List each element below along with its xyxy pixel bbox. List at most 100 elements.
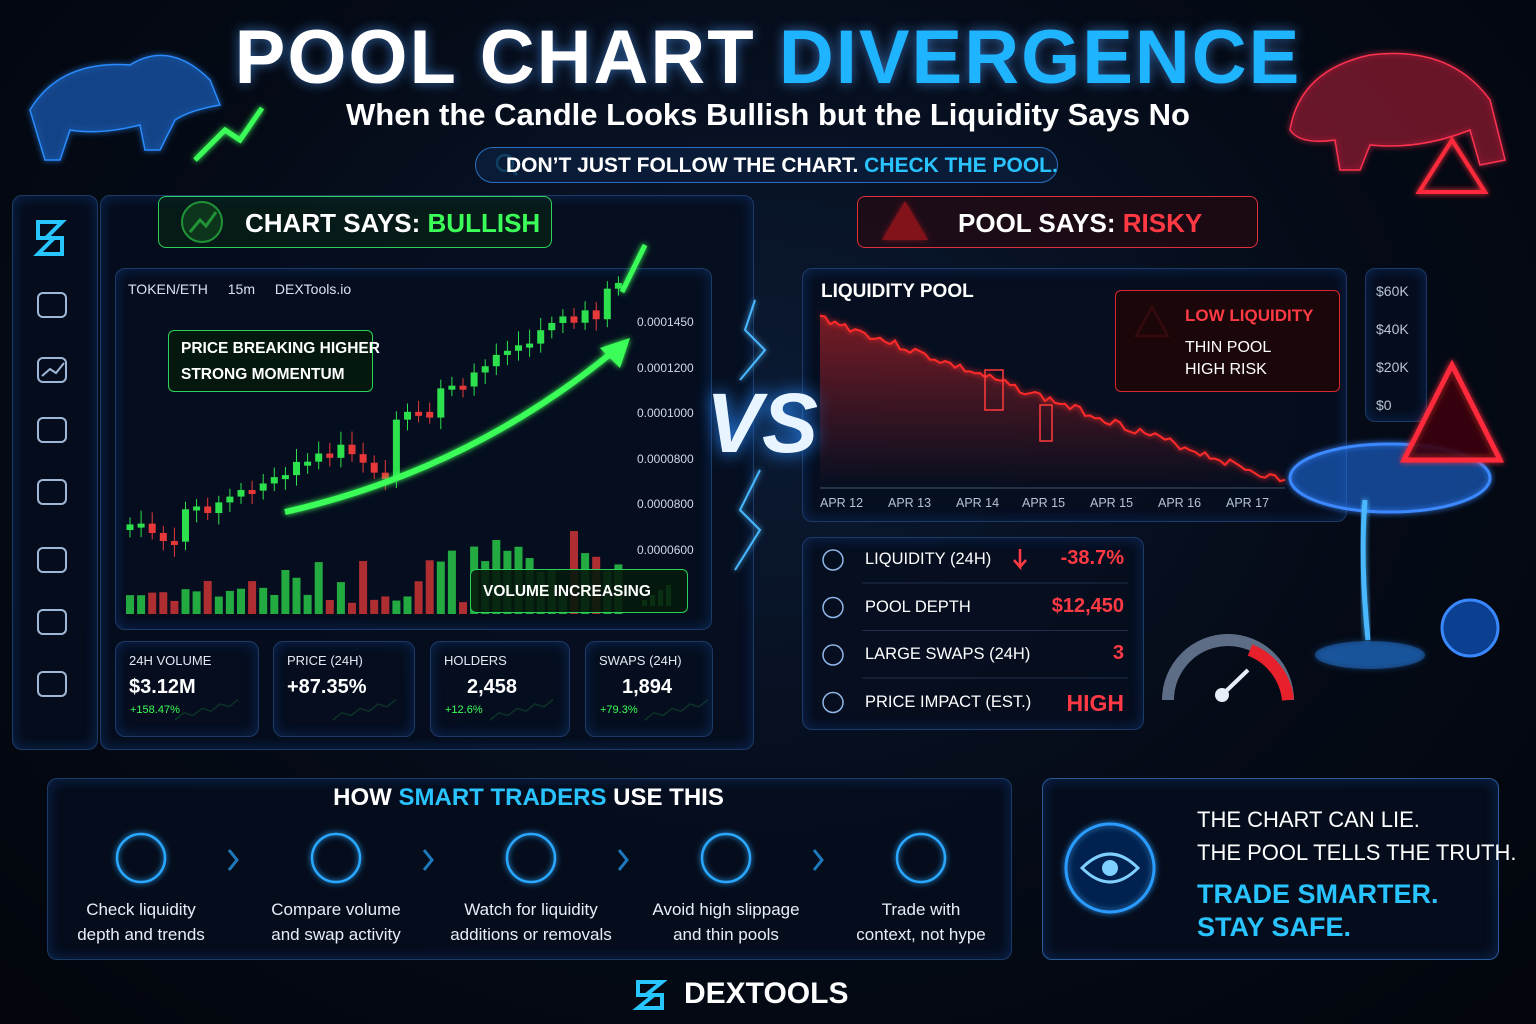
stat-card: 24H VOLUME $3.12M +158.47% <box>115 641 259 737</box>
step-text: Watch for liquidity <box>464 900 598 919</box>
volume-bar <box>126 595 134 614</box>
closing-line: THE POOL TELLS THE TRUTH. <box>1197 840 1517 865</box>
momentum-arrow <box>284 347 617 515</box>
steps-title-part2: SMART TRADERS <box>398 784 607 811</box>
candle-body <box>182 509 189 542</box>
callout-line: PRICE BREAKING HIGHER <box>181 340 380 357</box>
candle-body <box>293 461 300 476</box>
candle-body <box>437 388 445 418</box>
volume-bar <box>348 602 356 614</box>
volume-bar <box>359 561 368 614</box>
candle-body <box>404 411 411 420</box>
metric-value: $12,450 <box>1051 594 1124 617</box>
pool-leak <box>1360 499 1371 641</box>
candle-body <box>126 524 134 530</box>
stat-value: 1,894 <box>622 676 673 698</box>
price-callout: PRICE BREAKING HIGHER STRONG MOMENTUM <box>168 330 380 392</box>
volume-bar <box>459 602 467 614</box>
timeframe: 15m <box>227 281 255 297</box>
steps-title-part3: USE THIS <box>613 784 724 811</box>
candle-body <box>448 385 456 390</box>
liquidity-x-label: APR 15 <box>1090 496 1134 510</box>
candle-body <box>226 496 234 503</box>
pool-says-verdict: RISKY <box>1122 208 1203 238</box>
volume-bar <box>225 590 234 614</box>
sidebar-button[interactable] <box>37 479 67 505</box>
gauge-arc-red <box>1247 644 1294 701</box>
volume-bar <box>170 600 179 614</box>
metric-label: PRICE IMPACT (EST.) <box>865 692 1032 711</box>
sidebar-button[interactable] <box>37 292 67 318</box>
metric-label: LIQUIDITY (24H) <box>865 550 992 568</box>
candle-body <box>526 343 534 348</box>
step-icon <box>505 832 557 884</box>
volume-bar <box>381 596 390 614</box>
volume-bar <box>148 592 157 614</box>
candle-body <box>215 502 223 514</box>
sidebar-button[interactable] <box>37 547 67 573</box>
stat-label: 24H VOLUME <box>129 653 212 668</box>
candle-body <box>481 366 489 373</box>
candle-body <box>270 477 278 484</box>
stat-value: 2,458 <box>467 676 518 698</box>
warning-sign <box>1415 136 1489 194</box>
volume-bar <box>447 550 456 614</box>
stat-card: HOLDERS 2,458 +12.6% <box>430 641 570 737</box>
gauge-hub <box>1215 688 1229 702</box>
chart-says-label: CHART SAYS: <box>245 208 421 238</box>
chart-says-box: CHART SAYS: BULLISH <box>158 196 552 248</box>
volume-bar <box>281 570 290 614</box>
step-chevron <box>812 849 824 871</box>
volume-bar <box>392 600 401 614</box>
closing-line: THE CHART CAN LIE. <box>1197 807 1420 832</box>
stat-label: HOLDERS <box>444 653 507 668</box>
candle-body <box>204 506 212 514</box>
liquidity-drop <box>1039 404 1053 442</box>
liquidity-x-label: APR 14 <box>956 496 1000 510</box>
liquidity-y-label: $0 <box>1376 397 1392 413</box>
eye-shape <box>1079 852 1141 884</box>
title-part2: DIVERGENCE <box>778 15 1302 100</box>
price-axis-label: 0.0001200 <box>637 360 694 375</box>
candle-body <box>603 288 611 320</box>
metric-icon <box>822 596 844 619</box>
candle-body <box>592 310 600 320</box>
momentum-arrow-head <box>600 338 630 368</box>
bear-illustration <box>1289 52 1506 171</box>
step-icon <box>310 832 362 884</box>
liquidity-y-label: $20K <box>1376 359 1409 375</box>
liquidity-drop <box>984 369 1004 411</box>
sidebar-button[interactable] <box>37 417 67 443</box>
metrics-panel <box>802 537 1144 730</box>
volume-bar <box>137 595 146 614</box>
price-axis-label: 0.0001450 <box>637 315 694 329</box>
closing-cta: TRADE SMARTER. <box>1197 879 1439 909</box>
step-text: and thin pools <box>673 925 779 944</box>
metric-value: 3 <box>1112 642 1124 664</box>
brand-logo <box>632 980 668 1010</box>
stat-card: SWAPS (24H) 1,894 +79.3% <box>585 641 713 737</box>
candle-body <box>470 372 478 387</box>
volume-bar <box>292 577 301 614</box>
stat-value: +87.35% <box>287 676 367 698</box>
pool-says-box: POOL SAYS: RISKY <box>857 196 1258 248</box>
candle-body <box>548 322 556 331</box>
candle-body <box>581 310 589 323</box>
sidebar-button[interactable] <box>37 671 67 697</box>
sidebar-button[interactable] <box>37 609 67 635</box>
pool-puddle <box>1315 641 1425 669</box>
lightning <box>739 299 767 381</box>
volume-bar <box>425 560 434 614</box>
candle-body <box>148 523 156 533</box>
volume-bar <box>259 587 268 614</box>
banner: DON’T JUST FOLLOW THE CHART. CHECK THE P… <box>475 147 1058 183</box>
pair: TOKEN/ETH <box>128 281 208 297</box>
candle-body <box>237 490 245 497</box>
sidebar <box>12 195 98 750</box>
step-text: Check liquidity <box>86 900 196 919</box>
banner-part2: CHECK THE POOL. <box>864 154 1058 177</box>
step-chevron <box>422 849 434 871</box>
sidebar-button[interactable] <box>37 357 67 383</box>
lightning <box>734 469 762 571</box>
